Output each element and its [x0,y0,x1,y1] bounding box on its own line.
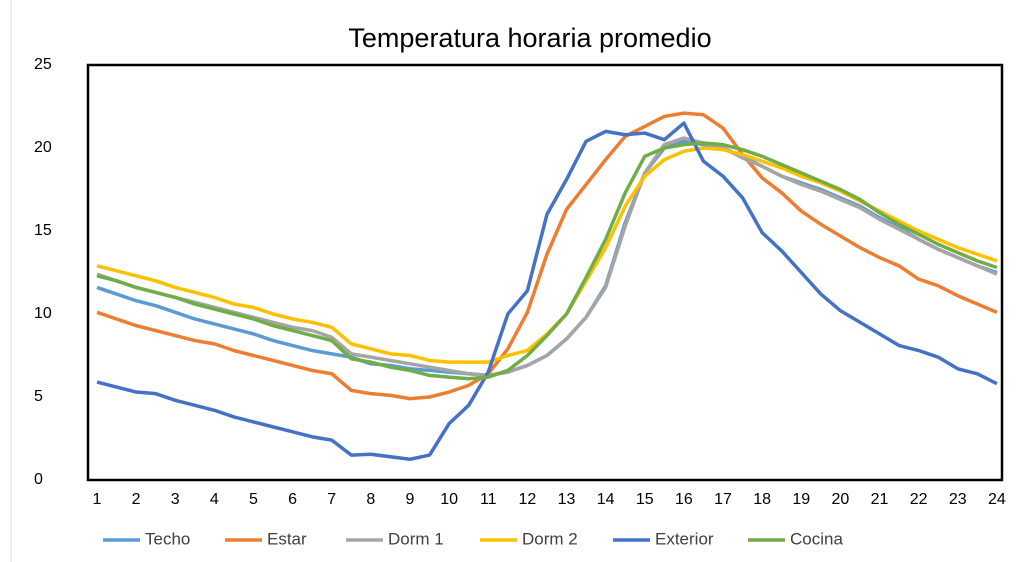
x-tick-label: 6 [288,491,297,508]
x-tick-label: 5 [249,491,258,508]
y-tick-label: 10 [34,305,52,322]
plot-area [86,63,1004,482]
legend-label: Estar [267,529,307,548]
legend-label: Cocina [790,529,843,548]
x-tick-label: 16 [675,491,693,508]
x-tick-label: 14 [597,491,615,508]
y-tick-label: 20 [34,139,52,156]
x-tick-label: 11 [480,491,497,508]
legend-label: Dorm 2 [522,529,578,548]
legend-label: Techo [145,529,190,548]
x-tick-label: 24 [988,491,1006,508]
x-tick-label: 17 [714,491,732,508]
x-tick-label: 12 [518,491,536,508]
legend-label: Dorm 1 [388,529,444,548]
x-tick-label: 4 [210,491,219,508]
x-tick-label: 10 [440,491,458,508]
y-tick-label: 5 [34,388,43,405]
x-tick-label: 19 [792,491,810,508]
y-tick-label: 15 [34,222,52,239]
x-tick-label: 18 [753,491,771,508]
chart-title: Temperatura horaria promedio [348,23,711,53]
x-tick-label: 9 [406,491,415,508]
x-tick-label: 23 [949,491,967,508]
series-line [96,111,998,401]
x-tick-label: 21 [871,491,889,508]
x-tick-label: 20 [832,491,850,508]
y-tick-label: 25 [34,56,52,73]
y-tick-label: 0 [34,471,43,488]
x-tick-label: 3 [171,491,180,508]
x-tick-label: 13 [558,491,576,508]
x-tick-label: 1 [93,491,102,508]
x-tick-label: 2 [132,491,141,508]
x-tick-label: 8 [366,491,375,508]
x-tick-label: 7 [327,491,336,508]
series-line [96,121,998,461]
series-line [96,141,998,381]
legend-label: Exterior [655,529,714,548]
x-tick-label: 15 [636,491,654,508]
x-tick-label: 22 [910,491,928,508]
